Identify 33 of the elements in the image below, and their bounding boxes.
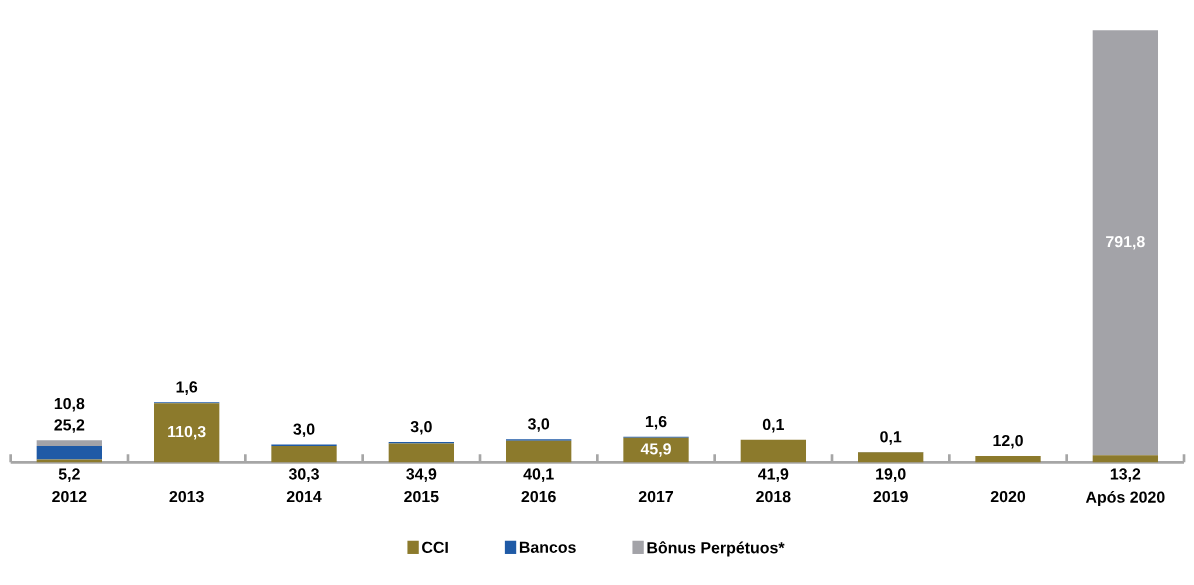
- data-label: 45,9: [640, 443, 671, 457]
- data-label: 3,0: [527, 418, 550, 432]
- x-tick-label: 2012: [52, 490, 87, 503]
- x-tick-label: 2013: [169, 490, 204, 503]
- x-tick-label: 2020: [990, 490, 1026, 503]
- data-label: 25,2: [54, 419, 85, 433]
- data-label: 13,2: [1110, 468, 1141, 482]
- data-label: 12,0: [993, 434, 1023, 449]
- data-label: 110,3: [168, 425, 206, 440]
- data-label: 791,8: [1106, 236, 1145, 250]
- data-label: 19,0: [876, 468, 906, 482]
- x-tick-label: 2014: [286, 490, 322, 503]
- legend-label: Bancos: [519, 541, 576, 553]
- data-label: 3,0: [410, 421, 432, 435]
- data-label: 0,1: [880, 431, 902, 445]
- data-label: 34,9: [406, 468, 437, 482]
- legend-label: CCI: [422, 541, 448, 554]
- data-label: 1,6: [176, 381, 198, 395]
- x-tick-label: 2016: [521, 490, 556, 503]
- x-tick-label: 2019: [873, 490, 908, 503]
- legend-label: Bônus Perpétuos*: [647, 541, 785, 557]
- x-tick-label: 2018: [756, 490, 791, 503]
- x-tick-label: 2017: [638, 490, 674, 503]
- x-tick-label: Após 2020: [1085, 490, 1165, 506]
- data-label: 0,1: [762, 418, 784, 433]
- data-label: 1,6: [645, 415, 667, 430]
- data-label: 3,0: [293, 423, 315, 438]
- data-label: 40,1: [523, 468, 554, 482]
- data-label: 10,8: [54, 397, 85, 412]
- x-tick-label: 2015: [404, 490, 439, 503]
- data-label: 30,3: [288, 468, 319, 482]
- data-label: 41,9: [758, 468, 789, 482]
- data-label: 5,2: [58, 468, 80, 482]
